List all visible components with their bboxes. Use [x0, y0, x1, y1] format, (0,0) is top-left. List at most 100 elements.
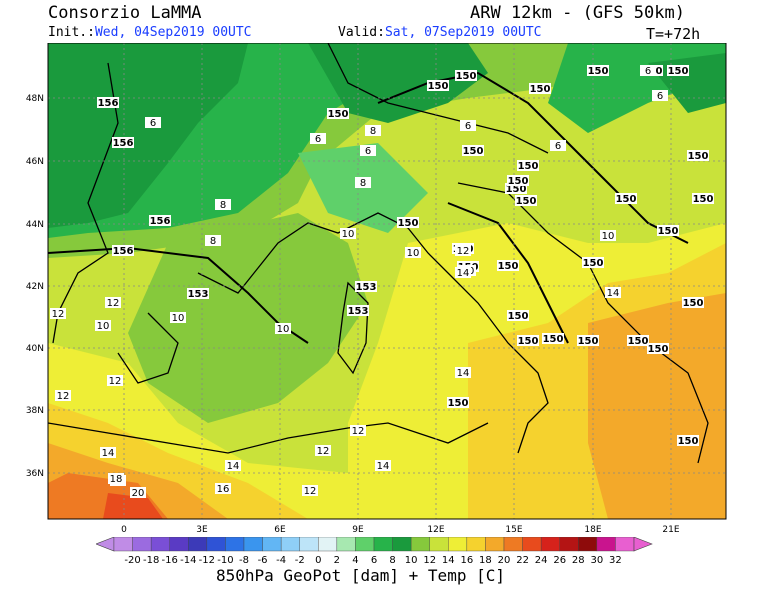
svg-text:12: 12 [52, 309, 65, 320]
svg-text:10: 10 [97, 321, 110, 332]
geopotential-label: 150 [462, 145, 484, 157]
geopotential-label: 150 [507, 310, 529, 322]
temperature-label: 20 [130, 487, 146, 499]
legend-tick: 12 [423, 555, 436, 565]
init-prefix: Init.: [48, 25, 95, 40]
legend-arrow-left [96, 537, 115, 552]
svg-text:12: 12 [109, 376, 122, 387]
legend-tick: -4 [276, 555, 286, 565]
svg-text:150: 150 [543, 334, 564, 345]
temperature-label: 6 [310, 133, 326, 145]
geopotential-label: 150 [517, 335, 539, 347]
temperature-label: 6 [652, 90, 668, 102]
legend-tick: -18 [143, 555, 159, 565]
svg-text:10: 10 [407, 248, 420, 259]
temperature-label: 6 [550, 140, 566, 152]
lon-label: 3E [196, 525, 208, 535]
legend-tick: 14 [442, 555, 455, 565]
legend-tick: 4 [352, 555, 358, 565]
lead-time: T=+72h [646, 25, 701, 43]
svg-text:14: 14 [102, 448, 115, 459]
svg-text:12: 12 [107, 298, 120, 309]
lat-label: 46N [26, 157, 44, 167]
legend-tick: 2 [334, 555, 340, 565]
lon-label: 12E [427, 525, 444, 535]
legend-swatch [559, 537, 579, 552]
svg-text:150: 150 [683, 298, 704, 309]
legend-tick: -20 [124, 555, 140, 565]
svg-text:150: 150 [463, 146, 484, 157]
temperature-label: 10 [275, 323, 291, 335]
legend-tick: 24 [535, 555, 548, 565]
legend-tick: 10 [405, 555, 418, 565]
lon-label: 21E [662, 525, 679, 535]
lat-label: 48N [26, 94, 44, 104]
geopotential-label: 150 [582, 257, 604, 269]
lat-label: 36N [26, 469, 44, 479]
svg-text:20: 20 [132, 488, 145, 499]
geopotential-label: 150 [447, 397, 469, 409]
svg-text:14: 14 [607, 288, 620, 299]
temperature-label: 8 [365, 125, 381, 137]
temperature-label: 14 [605, 287, 621, 299]
svg-text:150: 150 [518, 336, 539, 347]
legend-swatch [540, 537, 560, 552]
legend-tick: 0 [315, 555, 321, 565]
geopotential-label: 150 [667, 65, 689, 77]
svg-text:12: 12 [304, 486, 317, 497]
svg-text:18: 18 [110, 474, 123, 485]
temperature-label: 10 [340, 228, 356, 240]
svg-text:6: 6 [645, 66, 651, 77]
legend-swatch [596, 537, 616, 552]
temperature-label: 12 [105, 297, 121, 309]
geopotential-label: 150 [692, 193, 714, 205]
legend-swatch [113, 537, 133, 552]
svg-text:150: 150 [583, 258, 604, 269]
init-time: Init.:Wed, 04Sep2019 00UTC [48, 25, 252, 40]
svg-text:150: 150 [506, 184, 527, 195]
legend-swatch [503, 537, 523, 552]
legend-tick: 28 [572, 555, 585, 565]
temperature-label: 10 [600, 230, 616, 242]
temperature-label: 14 [225, 460, 241, 472]
temperature-label: 12 [302, 485, 318, 497]
legend-tick: -6 [258, 555, 268, 565]
geopotential-label: 150 [542, 333, 564, 345]
temperature-label: 14 [100, 447, 116, 459]
legend-swatch [132, 537, 152, 552]
coastlines [48, 43, 709, 464]
svg-text:6: 6 [555, 141, 561, 152]
legend-swatch [280, 537, 300, 552]
geopotential-label: 150 [627, 335, 649, 347]
legend-swatch [188, 537, 208, 552]
temperature-label: 8 [355, 177, 371, 189]
legend-swatch [262, 537, 282, 552]
temperature-label: 12 [315, 445, 331, 457]
legend-swatch [318, 537, 338, 552]
geopotential-label: 153 [355, 281, 377, 293]
svg-text:10: 10 [277, 324, 290, 335]
geopotential-label: 150 [577, 335, 599, 347]
model-title: ARW 12km - (GFS 50km) [470, 3, 685, 23]
svg-text:150: 150 [530, 84, 551, 95]
legend-swatch [485, 537, 505, 552]
svg-text:8: 8 [370, 126, 376, 137]
svg-text:150: 150 [398, 218, 419, 229]
geopotential-label: 150 [515, 195, 537, 207]
legend-swatch [299, 537, 319, 552]
svg-text:150: 150 [448, 398, 469, 409]
geopotential-label: 156 [97, 97, 119, 109]
legend-tick: 18 [479, 555, 492, 565]
lat-label: 38N [26, 406, 44, 416]
svg-text:8: 8 [360, 178, 366, 189]
geopotential-label: 150 [657, 225, 679, 237]
temperature-label: 6 [360, 145, 376, 157]
geopotential-label: 156 [149, 215, 171, 227]
legend-tick: -10 [217, 555, 233, 565]
map-frame [47, 43, 727, 520]
svg-text:150: 150 [516, 196, 537, 207]
svg-text:150: 150 [668, 66, 689, 77]
svg-text:12: 12 [57, 391, 70, 402]
geopotential-label: 150 [615, 193, 637, 205]
svg-text:6: 6 [657, 91, 663, 102]
